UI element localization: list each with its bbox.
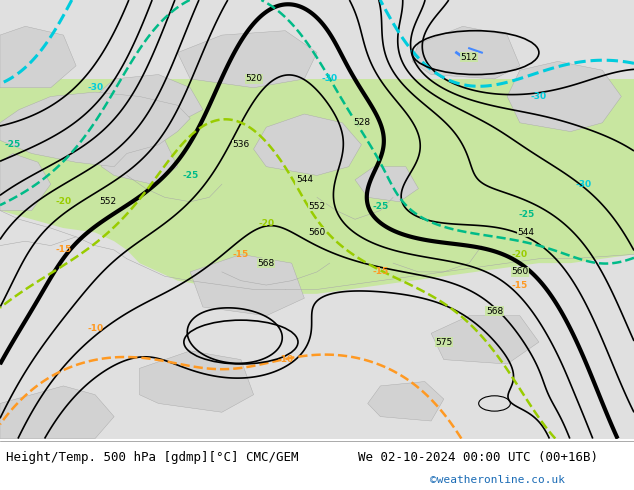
Text: 536: 536 xyxy=(232,140,250,149)
Polygon shape xyxy=(139,351,254,412)
Text: 575: 575 xyxy=(435,338,453,346)
Text: 568: 568 xyxy=(257,259,275,268)
Text: -30: -30 xyxy=(87,83,103,92)
Polygon shape xyxy=(95,74,203,123)
Text: We 02-10-2024 00:00 UTC (00+16B): We 02-10-2024 00:00 UTC (00+16B) xyxy=(358,451,598,464)
Text: -30: -30 xyxy=(531,92,547,101)
Polygon shape xyxy=(412,26,520,79)
Bar xyxy=(0,0,634,79)
Text: -25: -25 xyxy=(4,140,21,149)
Polygon shape xyxy=(190,254,304,316)
Polygon shape xyxy=(0,386,114,439)
Polygon shape xyxy=(254,114,361,175)
Polygon shape xyxy=(0,26,76,88)
Text: ©weatheronline.co.uk: ©weatheronline.co.uk xyxy=(430,475,565,485)
Text: -25: -25 xyxy=(372,201,389,211)
Text: -25: -25 xyxy=(182,171,198,180)
Text: -20: -20 xyxy=(512,250,528,259)
Text: -30: -30 xyxy=(321,74,338,83)
Polygon shape xyxy=(507,61,621,132)
Text: 552: 552 xyxy=(308,201,326,211)
Text: -30: -30 xyxy=(575,180,592,189)
Text: -10: -10 xyxy=(87,324,103,333)
Polygon shape xyxy=(0,153,51,211)
Text: 512: 512 xyxy=(460,52,478,62)
Text: -10: -10 xyxy=(277,355,294,364)
Text: 552: 552 xyxy=(99,197,117,206)
Polygon shape xyxy=(412,66,583,220)
Text: 544: 544 xyxy=(518,228,534,237)
Text: 560: 560 xyxy=(511,268,529,276)
Text: 520: 520 xyxy=(245,74,262,83)
Text: -15: -15 xyxy=(55,245,72,254)
Text: 568: 568 xyxy=(486,307,503,316)
Polygon shape xyxy=(0,0,634,294)
Text: 544: 544 xyxy=(296,175,313,184)
Text: 560: 560 xyxy=(308,228,326,237)
Text: -15: -15 xyxy=(512,281,528,290)
Text: -15: -15 xyxy=(372,268,389,276)
Text: -20: -20 xyxy=(258,219,275,228)
Text: Height/Temp. 500 hPa [gdmp][°C] CMC/GEM: Height/Temp. 500 hPa [gdmp][°C] CMC/GEM xyxy=(6,451,299,464)
Text: 528: 528 xyxy=(353,118,370,127)
Polygon shape xyxy=(101,132,178,184)
Text: -20: -20 xyxy=(55,197,72,206)
Text: -15: -15 xyxy=(233,250,249,259)
Polygon shape xyxy=(0,92,190,167)
Polygon shape xyxy=(355,167,418,202)
Polygon shape xyxy=(368,382,444,421)
Polygon shape xyxy=(178,31,317,88)
Text: -25: -25 xyxy=(518,210,534,220)
Polygon shape xyxy=(431,316,539,364)
